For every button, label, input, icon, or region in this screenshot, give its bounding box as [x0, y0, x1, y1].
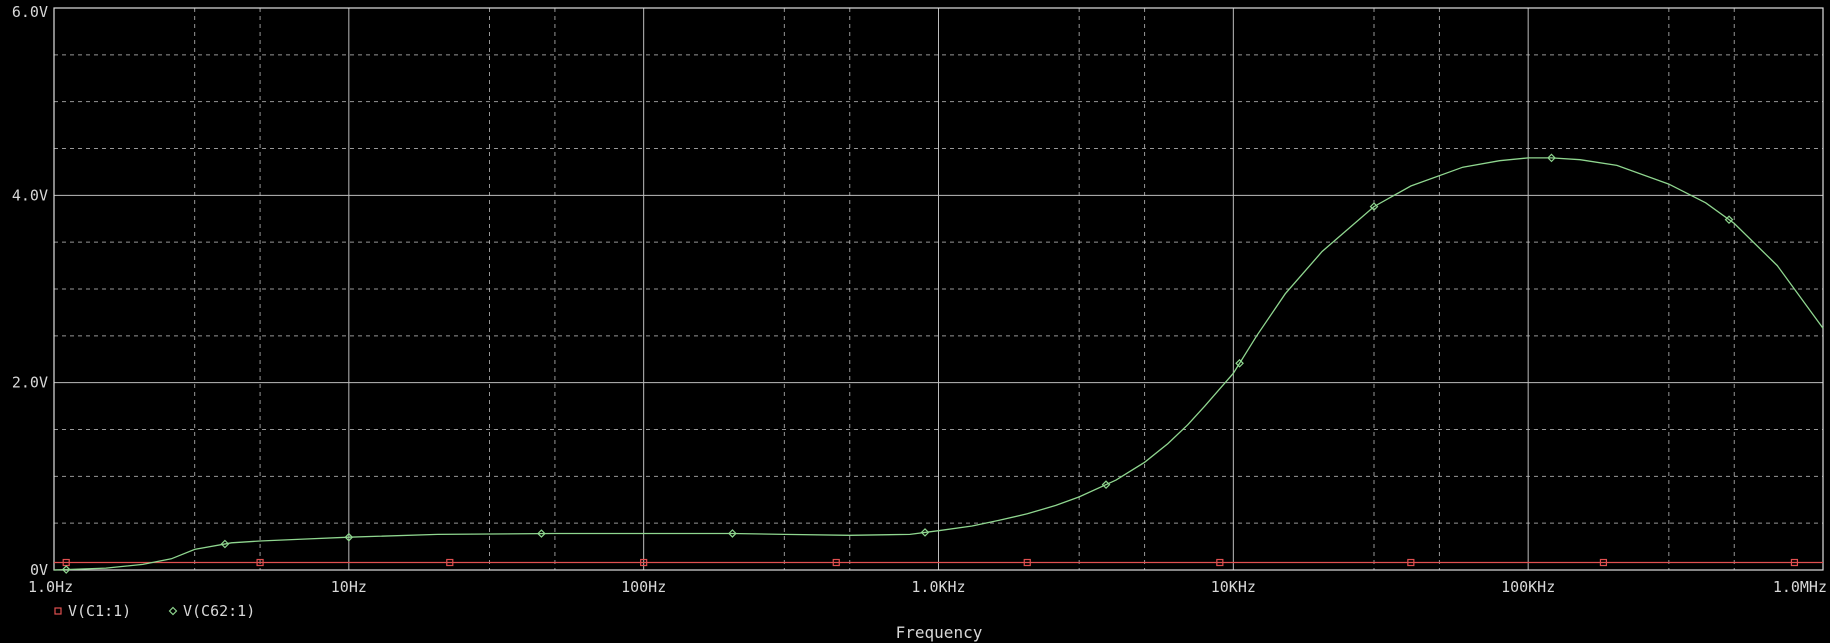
- data-point-marker: [1101, 480, 1111, 489]
- x-tick-label: 100KHz: [1501, 578, 1555, 596]
- grid: [53, 7, 1824, 571]
- data-point-marker: [220, 539, 230, 549]
- legend-entry-1: V(C1:1): [68, 602, 131, 620]
- data-point-marker: [1369, 202, 1379, 211]
- data-point-marker: [256, 558, 264, 567]
- y-tick-label: 0V: [30, 561, 48, 579]
- x-tick-label: 10Hz: [331, 578, 367, 596]
- data-point-marker: [1216, 558, 1224, 567]
- data-point-marker: [168, 606, 178, 616]
- data-point-marker: [1724, 215, 1734, 225]
- series-1: [54, 558, 1823, 567]
- x-tick-label: 1.0KHz: [911, 578, 965, 596]
- x-tick-label: 100Hz: [621, 578, 666, 596]
- x-tick-label: 1.0MHz: [1773, 578, 1827, 596]
- data-point-marker: [920, 528, 930, 537]
- y-tick-label: 4.0V: [12, 186, 48, 204]
- data-point-marker: [640, 558, 648, 567]
- data-point-marker: [728, 529, 737, 538]
- data-point-marker: [54, 607, 62, 615]
- legend-entry-2: V(C62:1): [183, 602, 255, 620]
- data-point-marker: [446, 558, 454, 567]
- series-layer: [53, 153, 1824, 574]
- data-point-marker: [1599, 558, 1608, 567]
- tick-labels: 1.0Hz 10Hz 100Hz 1.0KHz 10KHz 100KHz 1.0MHz 0V 2…: [12, 3, 1827, 596]
- y-tick-label: 2.0V: [12, 374, 48, 392]
- x-tick-label: 10KHz: [1211, 578, 1256, 596]
- data-point-marker: [1023, 558, 1031, 567]
- data-point-marker: [1235, 358, 1244, 368]
- data-point-marker: [344, 532, 354, 542]
- plot-frame: [53, 7, 1824, 571]
- data-point-marker: [1407, 558, 1415, 567]
- data-point-marker: [1547, 153, 1556, 163]
- data-point-marker: [1790, 558, 1799, 567]
- data-point-marker: [537, 529, 546, 538]
- series-2: [53, 153, 1824, 574]
- data-point-marker: [832, 558, 840, 567]
- y-tick-label: 6.0V: [12, 3, 48, 21]
- legend: V(C1:1) V(C62:1): [54, 602, 255, 620]
- x-tick-label: 1.0Hz: [28, 578, 73, 596]
- x-axis-label: Frequency: [896, 623, 983, 642]
- data-point-marker: [61, 565, 71, 574]
